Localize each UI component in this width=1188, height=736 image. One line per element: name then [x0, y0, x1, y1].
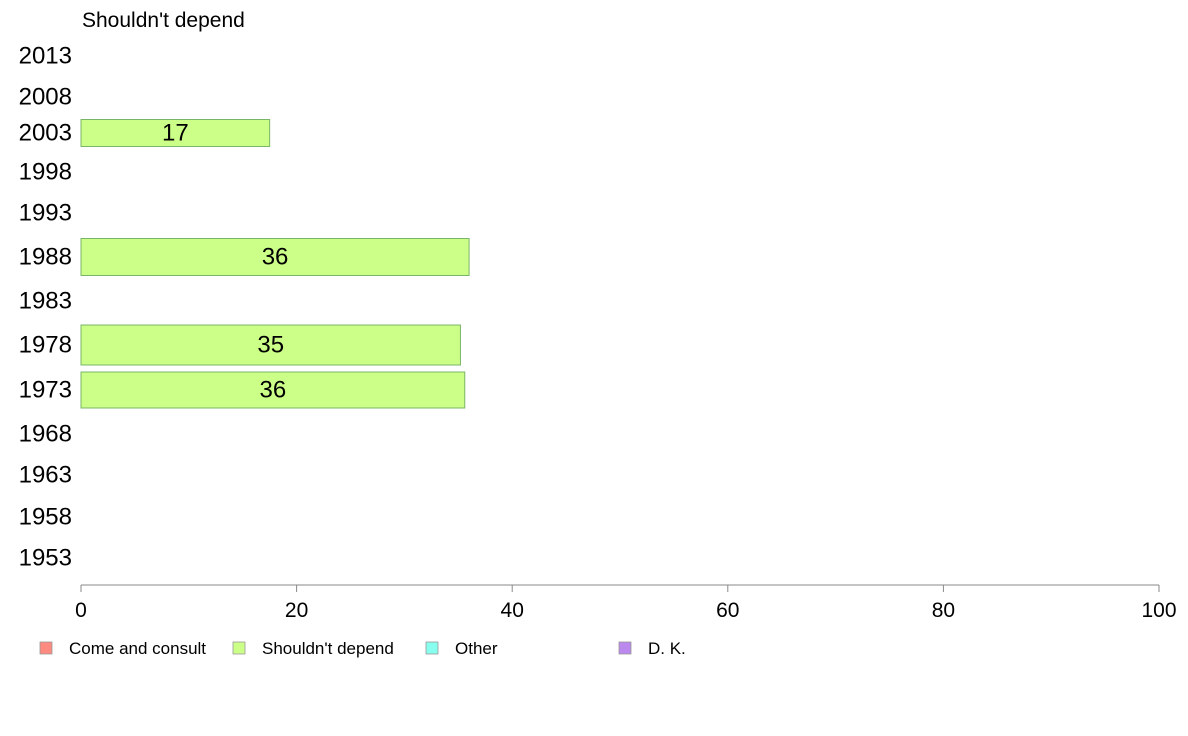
x-tick-label-40: 40	[501, 599, 524, 622]
legend-swatch-0	[39, 641, 53, 655]
x-tick-label-80: 80	[932, 599, 955, 622]
year-label-2003: 2003	[19, 120, 72, 147]
year-label-1958: 1958	[19, 504, 72, 531]
year-label-1963: 1963	[19, 462, 72, 489]
legend-label-0: Come and consult	[69, 639, 206, 658]
x-tick-label-100: 100	[1141, 599, 1176, 622]
x-tick-label-60: 60	[716, 599, 739, 622]
legend: Come and consult Shouldn't depend Other D. …	[39, 639, 686, 658]
bar-1973	[80, 371, 466, 409]
x-tick-label-0: 0	[75, 599, 87, 622]
bar-2003	[80, 119, 271, 147]
bar-label-1973: 36	[260, 377, 287, 404]
legend-swatch-3	[618, 641, 632, 655]
legend-label-2: Other	[455, 639, 498, 658]
bars: 17 36 35 36	[80, 119, 470, 409]
year-label-2013: 2013	[19, 43, 72, 70]
year-label-1953: 1953	[19, 545, 72, 572]
year-axis-labels: 2013 2008 2003 1998 1993 1988 1983 1978 1973 1968…	[19, 43, 72, 572]
year-label-1978: 1978	[19, 332, 72, 359]
bar-label-1988: 36	[262, 244, 289, 271]
year-label-1968: 1968	[19, 421, 72, 448]
legend-label-1: Shouldn't depend	[262, 639, 394, 658]
bar-label-1978: 35	[257, 332, 284, 359]
bar-1988	[80, 238, 470, 276]
year-label-1973: 1973	[19, 377, 72, 404]
year-label-1993: 1993	[19, 200, 72, 227]
year-label-2008: 2008	[19, 84, 72, 111]
year-label-1998: 1998	[19, 159, 72, 186]
legend-swatch-2	[425, 641, 439, 655]
chart-title: Shouldn't depend	[82, 9, 245, 32]
year-label-1988: 1988	[19, 244, 72, 271]
legend-swatch-1	[232, 641, 246, 655]
bar-label-2003: 17	[162, 120, 189, 147]
year-label-1983: 1983	[19, 288, 72, 315]
bar-1978	[80, 324, 461, 366]
legend-label-3: D. K.	[648, 639, 686, 658]
x-tick-label-20: 20	[285, 599, 308, 622]
x-axis: 0 20 40 60 80 100	[75, 584, 1177, 622]
